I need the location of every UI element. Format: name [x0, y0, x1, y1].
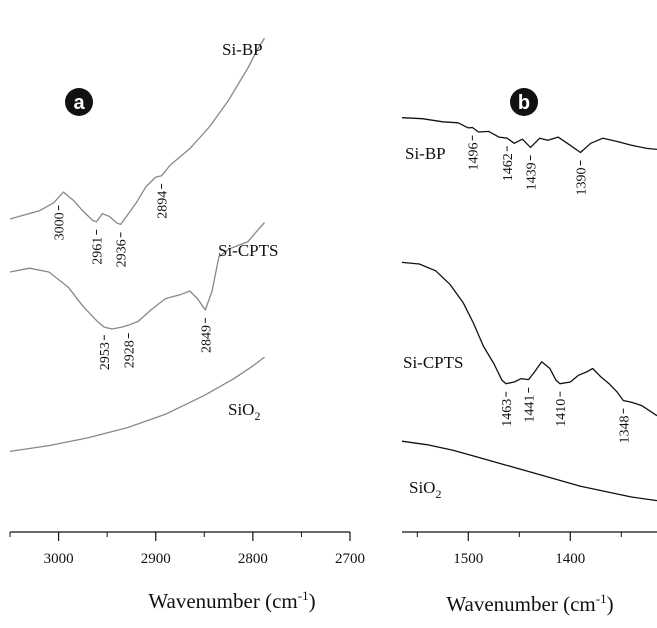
- panel-badge: [65, 88, 93, 116]
- series-line-si-bp: [9, 37, 266, 226]
- series-line-sio2: [9, 356, 265, 453]
- peak-label: 1441: [523, 395, 538, 423]
- series-line-si-bp: [401, 117, 657, 154]
- x-tick-label: 2800: [238, 551, 268, 567]
- peak-label: 1348: [617, 416, 632, 444]
- peak-label: 2849: [199, 325, 214, 353]
- peak-label: 1390: [575, 168, 590, 196]
- peak-label: 2936: [115, 239, 130, 267]
- x-tick-label: 3000: [44, 551, 74, 567]
- peak-label: 3000: [53, 212, 68, 240]
- x-axis-label: Wavenumber (cm-1): [446, 591, 613, 616]
- series-line-si-cpts: [9, 222, 265, 330]
- x-tick-label: 2900: [141, 551, 171, 567]
- peak-label: 1462: [501, 153, 516, 181]
- series-label: Si-BP: [405, 144, 446, 163]
- series-line-sio2: [401, 440, 657, 502]
- series-line-si-cpts: [401, 261, 657, 417]
- peak-label: 1463: [500, 399, 515, 427]
- panel-b: 1500 1400 Wavenumber (cm-1) Si-BP Si-CPTS SiO…: [401, 88, 657, 616]
- series-label: Si-BP: [222, 40, 263, 59]
- x-tick-label: 2700: [335, 551, 365, 567]
- peak-label: 1439: [525, 162, 540, 190]
- panel-letter: a: [73, 92, 85, 114]
- peak-label: 2961: [91, 237, 106, 265]
- series-label: Si-CPTS: [218, 241, 278, 260]
- peak-label: 2953: [98, 342, 113, 370]
- series-label: SiO2: [228, 400, 260, 423]
- peak-label: 2894: [156, 191, 171, 219]
- peak-label: 1410: [554, 399, 569, 427]
- peak-label: 2928: [123, 340, 138, 368]
- x-tick-label: 1400: [555, 551, 585, 567]
- x-tick-label: 1500: [453, 551, 483, 567]
- x-axis-label: Wavenumber (cm-1): [148, 588, 315, 613]
- panel-letter: b: [518, 92, 530, 114]
- panel-badge: [510, 88, 538, 116]
- panel-a: 3000 2900 2800 2700 Wavenumber (cm-1) Si-BP Si…: [9, 37, 365, 613]
- peak-label: 1496: [466, 143, 481, 171]
- series-label: Si-CPTS: [403, 353, 463, 372]
- series-label: SiO2: [409, 478, 441, 501]
